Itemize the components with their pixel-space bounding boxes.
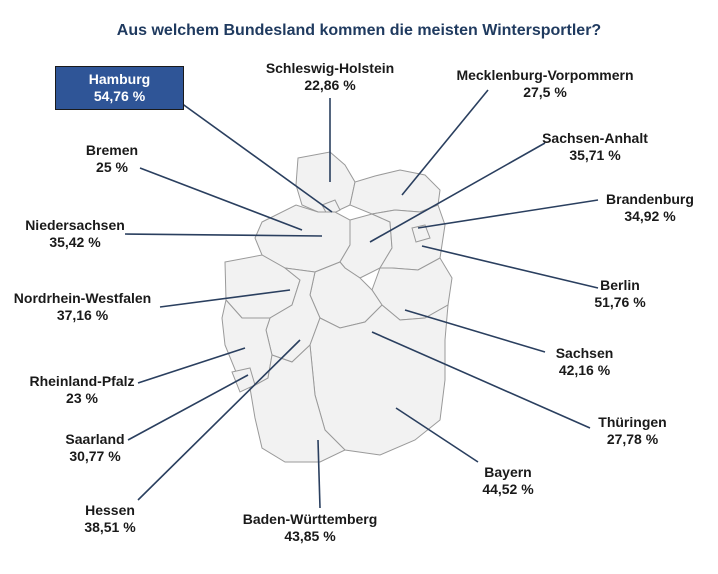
label-name: Berlin (600, 277, 640, 293)
label-name: Schleswig-Holstein (265, 60, 395, 76)
state-baden-wuerttemberg (249, 343, 346, 463)
label-value: 27,78 % (606, 431, 659, 447)
label-name: Bremen (85, 142, 139, 158)
leader-saarland (127, 374, 249, 441)
leader-niedersachsen (124, 233, 323, 237)
state-mecklenburg-vorpommern (349, 169, 441, 215)
leader-sachsen-anhalt (369, 142, 546, 243)
leader-sachsen (404, 309, 546, 353)
leader-baden-wuerttemberg (317, 439, 321, 509)
label-value: 54,76 % (93, 88, 146, 104)
label-mecklenburg-vorpommern: Mecklenburg-Vorpommern 27,5 % (440, 67, 650, 101)
label-value: 37,16 % (56, 307, 109, 323)
label-name: Hamburg (88, 71, 151, 87)
leader-brandenburg (417, 199, 599, 229)
label-bremen: Bremen 25 % (72, 142, 152, 176)
label-nordrhein-westfalen: Nordrhein-Westfalen 37,16 % (5, 290, 160, 324)
state-bayern (309, 304, 449, 456)
label-name: Brandenburg (606, 191, 694, 207)
label-name: Hessen (85, 502, 135, 518)
state-schleswig-holstein (295, 151, 356, 213)
label-value: 35,71 % (569, 147, 621, 163)
label-value: 43,85 % (284, 528, 336, 544)
label-bayern: Bayern 44,52 % (468, 464, 548, 498)
state-outlines (221, 151, 453, 463)
leader-thueringen (371, 331, 591, 429)
label-value: 35,42 % (49, 234, 101, 250)
label-sachsen: Sachsen 42,16 % (542, 345, 627, 379)
leader-lines (124, 89, 599, 509)
label-value: 44,52 % (482, 481, 534, 497)
label-name: Sachsen (555, 345, 614, 361)
leader-hamburg (169, 94, 333, 213)
leader-rheinland-pfalz (137, 347, 246, 384)
label-value: 30,77 % (69, 448, 121, 464)
label-brandenburg: Brandenburg 34,92 % (590, 191, 710, 225)
label-name: Thüringen (598, 414, 667, 430)
leader-bremen (139, 167, 303, 231)
label-niedersachsen: Niedersachsen 35,42 % (15, 217, 135, 251)
label-baden-wuerttemberg: Baden-Württemberg 43,85 % (230, 511, 390, 545)
label-value: 23 % (66, 390, 98, 406)
label-name: Baden-Württemberg (242, 511, 378, 527)
label-name: Bayern (484, 464, 532, 480)
label-name: Niedersachsen (25, 217, 125, 233)
label-thueringen: Thüringen 27,78 % (585, 414, 680, 448)
label-value: 51,76 % (594, 294, 646, 310)
label-schleswig-holstein: Schleswig-Holstein 22,86 % (250, 60, 410, 94)
leader-nordrhein-westfalen (159, 289, 291, 308)
leader-hessen (137, 339, 301, 501)
label-value: 42,16 % (558, 362, 611, 378)
label-name: Nordrhein-Westfalen (13, 290, 152, 306)
chart-title: Aus welchem Bundesland kommen die meiste… (116, 22, 602, 39)
label-name: Mecklenburg-Vorpommern (456, 67, 634, 83)
label-berlin: Berlin 51,76 % (585, 277, 655, 311)
label-name: Rheinland-Pfalz (29, 373, 135, 389)
label-name: Sachsen-Anhalt (542, 130, 648, 146)
label-value: 34,92 % (624, 208, 676, 224)
label-hamburg: Hamburg 54,76 % (55, 66, 184, 110)
label-name: Saarland (65, 431, 125, 447)
label-sachsen-anhalt: Sachsen-Anhalt 35,71 % (530, 130, 660, 164)
label-value: 22,86 % (304, 77, 356, 93)
label-hessen: Hessen 38,51 % (70, 502, 150, 536)
label-value: 38,51 % (84, 519, 136, 535)
label-rheinland-pfalz: Rheinland-Pfalz 23 % (22, 373, 142, 407)
leader-berlin (421, 245, 599, 289)
label-saarland: Saarland 30,77 % (55, 431, 135, 465)
label-value: 25 % (96, 159, 128, 175)
leader-bayern (395, 407, 479, 463)
state-berlin (411, 224, 431, 243)
leader-mecklenburg-vorpommern (401, 89, 489, 196)
label-value: 27,5 % (523, 84, 567, 100)
